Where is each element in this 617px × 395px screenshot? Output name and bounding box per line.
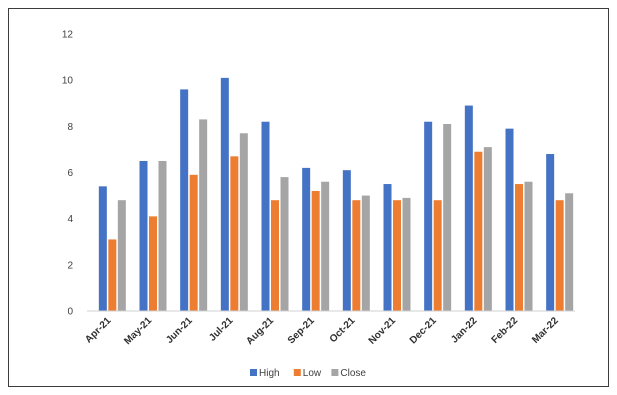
x-tick-label: Jun-21 [164,315,195,346]
bar-low-may-21 [149,216,157,311]
bar-low-jan-22 [474,151,483,311]
bar-low-dec-21 [433,200,442,311]
bar-close-jan-22 [483,147,492,311]
y-tick-label: 8 [67,122,73,133]
bar-high-apr-21 [98,186,107,311]
bar-close-jul-21 [239,133,248,311]
x-tick-label: Mar-22 [530,315,561,346]
bar-high-sep-21 [302,167,311,311]
y-tick-label: 0 [67,307,73,318]
legend: High Low Close [250,368,366,379]
bar-close-dec-21 [443,124,452,312]
bar-high-feb-22 [505,128,514,311]
bar-chart: 0 2 4 6 8 10 12 Apr-21 May-21 Jun-21 Jul-21 Aug-21… [62,30,575,379]
x-tick-label: Nov-21 [367,315,399,347]
bar-low-oct-21 [352,200,361,311]
bar-high-oct-21 [342,170,351,311]
x-tick-label: Apr-21 [83,315,113,345]
bar-high-jul-21 [220,77,229,311]
bar-low-sep-21 [311,190,320,311]
bar-close-may-21 [158,160,167,311]
bar-close-feb-22 [524,181,533,311]
bar-high-nov-21 [383,184,392,311]
bar-high-aug-21 [261,121,270,311]
bar-low-jul-21 [230,156,239,311]
y-tick-label: 12 [62,30,74,41]
bar-high-may-21 [139,160,148,311]
bar-close-sep-21 [321,181,330,311]
legend-swatch-low [293,369,301,376]
bar-close-oct-21 [361,195,370,311]
x-tick-label: Dec-21 [408,315,439,346]
bar-low-apr-21 [108,239,117,311]
legend-label-high: High [259,368,280,379]
bar-low-mar-22 [555,200,564,311]
y-tick-label: 10 [62,76,74,87]
bar-high-mar-22 [546,154,555,311]
x-tick-label: Oct-21 [328,315,358,345]
bar-high-jun-21 [180,89,189,312]
bar-close-mar-22 [565,193,574,311]
y-tick-label: 6 [67,168,73,179]
bar-close-jun-21 [199,119,208,312]
y-tick-label: 2 [67,260,73,271]
bar-low-aug-21 [271,200,279,311]
bar-close-nov-21 [402,197,411,311]
bar-high-dec-21 [424,121,433,311]
legend-swatch-high [250,369,257,376]
legend-label-close: Close [340,368,366,379]
bar-close-apr-21 [117,200,126,311]
bar-low-feb-22 [515,184,523,311]
legend-swatch-close [331,369,339,376]
bar-high-jan-22 [464,105,473,311]
x-tick-label: Feb-22 [490,315,521,346]
x-tick-label: Jan-22 [449,315,479,345]
bar-low-jun-21 [189,174,198,311]
legend-label-low: Low [303,368,322,379]
x-tick-label: Sep-21 [286,315,317,346]
chart-frame: 0 2 4 6 8 10 12 Apr-21 May-21 Jun-21 Jul-21 Aug-21… [8,8,609,387]
bar-close-aug-21 [280,177,289,311]
bars [98,77,574,312]
x-tick-label: May-21 [122,315,154,347]
bar-low-nov-21 [393,200,401,311]
x-tick-label: Aug-21 [244,315,276,347]
y-tick-label: 4 [67,214,73,225]
x-axis: Apr-21 May-21 Jun-21 Jul-21 Aug-21 Sep-21 Oct-… [83,315,561,347]
y-axis: 0 2 4 6 8 10 12 [62,30,74,318]
x-tick-label: Jul-21 [207,315,236,344]
